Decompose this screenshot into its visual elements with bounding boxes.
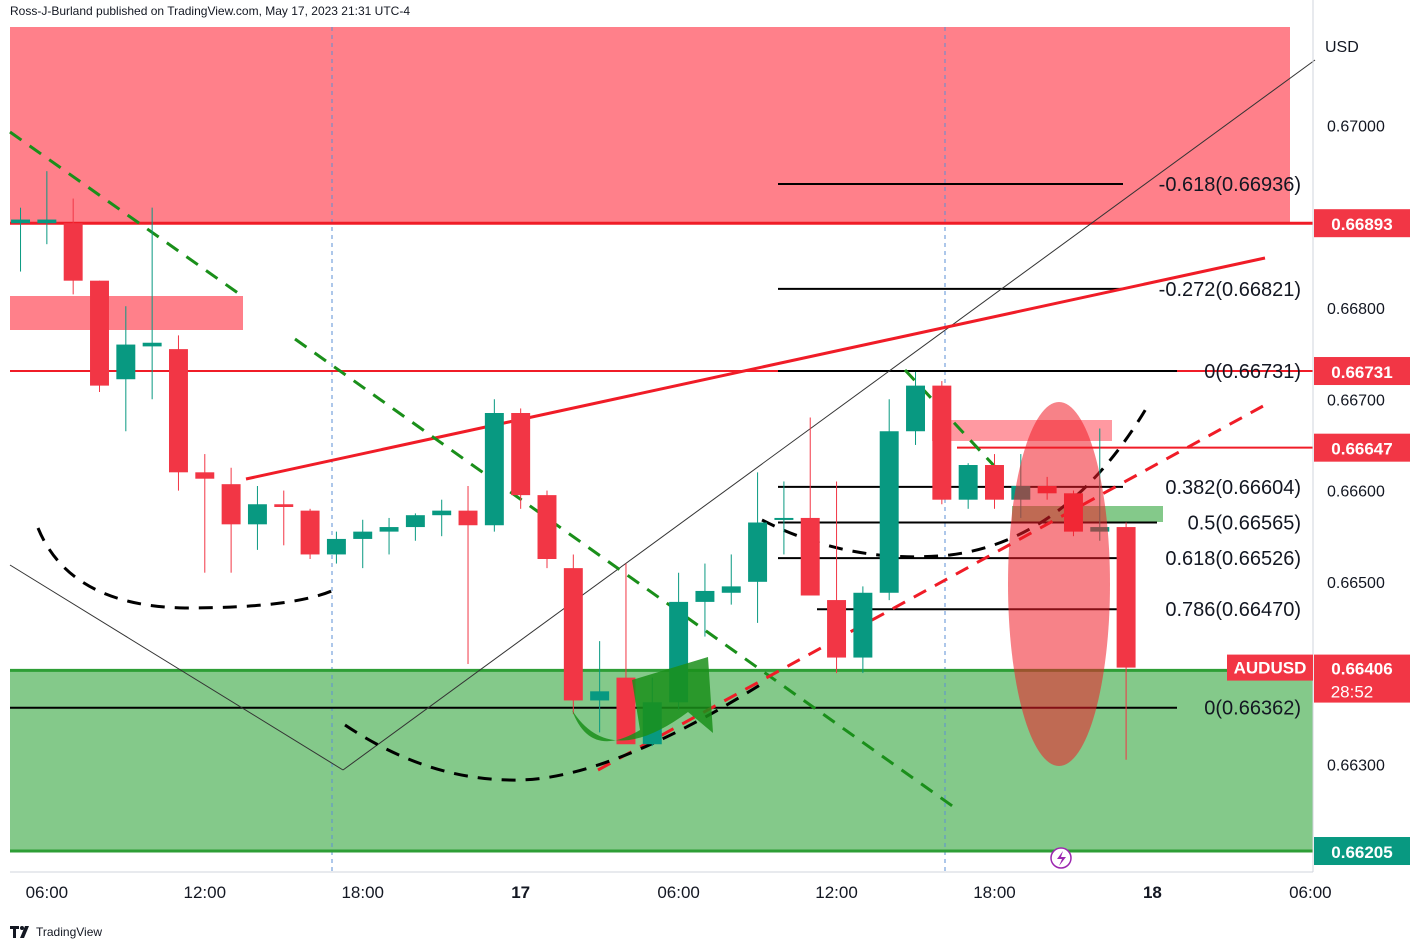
last-price-label: 0.66406 [1331,660,1392,679]
price-tick-3: 0.66600 [1327,484,1385,501]
time-tick-3: 17 [511,883,530,902]
overlay-layer [572,402,1110,869]
green-arrow-marker [572,657,713,742]
candle-body-37 [985,465,1004,500]
fib-label-5: 0.618(0.66526) [1165,548,1301,570]
drawings-layer: -0.618(0.66936) -0.272(0.66821) 0(0.66731)… [9,27,1316,872]
fib-label-4: 0.5(0.66565) [1188,513,1301,535]
time-tick-0: 06:00 [26,883,69,902]
candle-body-1 [37,219,57,224]
price-tag-bg-4 [1314,837,1410,866]
publisher-caption: Ross-J-Burland published on TradingView.… [10,4,410,18]
candle-body-33 [879,431,899,593]
price-tick-0: 0.67000 [1327,119,1385,136]
rising-trendline [245,256,1266,481]
currency-label: USD [1325,39,1359,56]
price-tag-bg-0 [1314,209,1410,238]
candle-body-14 [379,527,399,532]
candle-body-23 [616,677,636,745]
candle-body-12 [326,538,346,555]
lightning-icon [1057,851,1066,866]
candle-body-20 [537,495,557,560]
candle-body-3 [90,280,109,386]
candle-body-15 [405,515,425,528]
price-tag-label-0: 0.66893 [1331,215,1392,234]
resistance-block-left [10,296,243,330]
resistance-zone [10,27,1290,224]
candle-body-6 [168,349,188,473]
candle-body-30 [800,517,820,596]
price-tag-bg-2 [1314,433,1410,462]
time-tick-2: 18:00 [341,883,384,902]
rounded-bottom-1 [36,527,339,610]
price-tag-label-1: 0.66731 [1331,363,1392,382]
channel-line-b [342,59,1316,771]
candle-body-29 [774,517,794,520]
fib-label-3: 0.382(0.66604) [1165,477,1301,499]
candle-body-4 [116,344,136,380]
dashed-downtrend-2 [294,337,959,812]
candle-body-31 [827,600,847,658]
countdown-label: 28:52 [1331,683,1374,702]
candle-body-17 [458,510,478,526]
fib-label-7: 0(0.66362) [1204,698,1301,720]
candle-body-0 [11,219,31,224]
symbol-tag-bg [1227,654,1313,681]
candle-body-5 [142,342,162,347]
price-tick-4: 0.66500 [1327,575,1385,592]
candle-body-2 [63,223,83,281]
tradingview-logo-icon [10,926,29,938]
last-price-tag-bg [1314,654,1410,703]
candle-body-42 [1116,527,1136,668]
fib-label-1: -0.272(0.66821) [1159,279,1301,301]
time-tick-1: 12:00 [184,883,227,902]
candle-body-13 [353,531,373,539]
price-tick-5: 0.66300 [1327,757,1385,774]
candle-body-9 [247,504,267,525]
axis-layer: USD 0.67000 0.66800 0.66700 0.66600 0.66500 0.… [10,0,1410,902]
fib-label-6: 0.786(0.66470) [1165,599,1301,621]
candle-body-35 [932,385,952,500]
time-tick-8: 06:00 [1289,883,1332,902]
candle-body-36 [958,465,978,500]
time-tick-6: 18:00 [973,883,1016,902]
symbol-tag-label: AUDUSD [1234,659,1307,678]
candle-body-28 [748,522,768,582]
candle-body-22 [590,691,610,701]
brand-name: TradingView [36,925,103,939]
time-tick-4: 06:00 [657,883,700,902]
time-tick-5: 12:00 [815,883,858,902]
fib-label-2: 0(0.66731) [1204,361,1301,383]
candle-body-18 [484,412,504,526]
price-tag-label-4: 0.66205 [1331,843,1392,862]
price-tick-2: 0.66700 [1327,392,1385,409]
highlight-ellipse [1008,402,1110,766]
channel-line-a [9,564,344,771]
candle-body-7 [195,472,215,479]
price-tag-bg-1 [1314,357,1410,386]
fib-label-0: -0.618(0.66936) [1159,174,1301,196]
candle-body-34 [906,385,925,432]
price-tick-1: 0.66800 [1327,301,1385,318]
candle-body-16 [432,510,452,516]
candle-body-32 [853,592,873,658]
candle-body-10 [274,504,294,507]
candle-body-19 [511,412,531,496]
candle-body-26 [695,590,715,602]
price-tag-label-2: 0.66647 [1331,440,1392,459]
candle-body-8 [221,484,241,525]
rounded-bottom-2 [344,683,761,782]
time-tick-7: 18 [1143,883,1162,902]
footer: TradingView [10,925,102,939]
candle-body-21 [563,568,583,701]
candle-body-27 [721,586,741,593]
candle-body-11 [300,510,320,555]
